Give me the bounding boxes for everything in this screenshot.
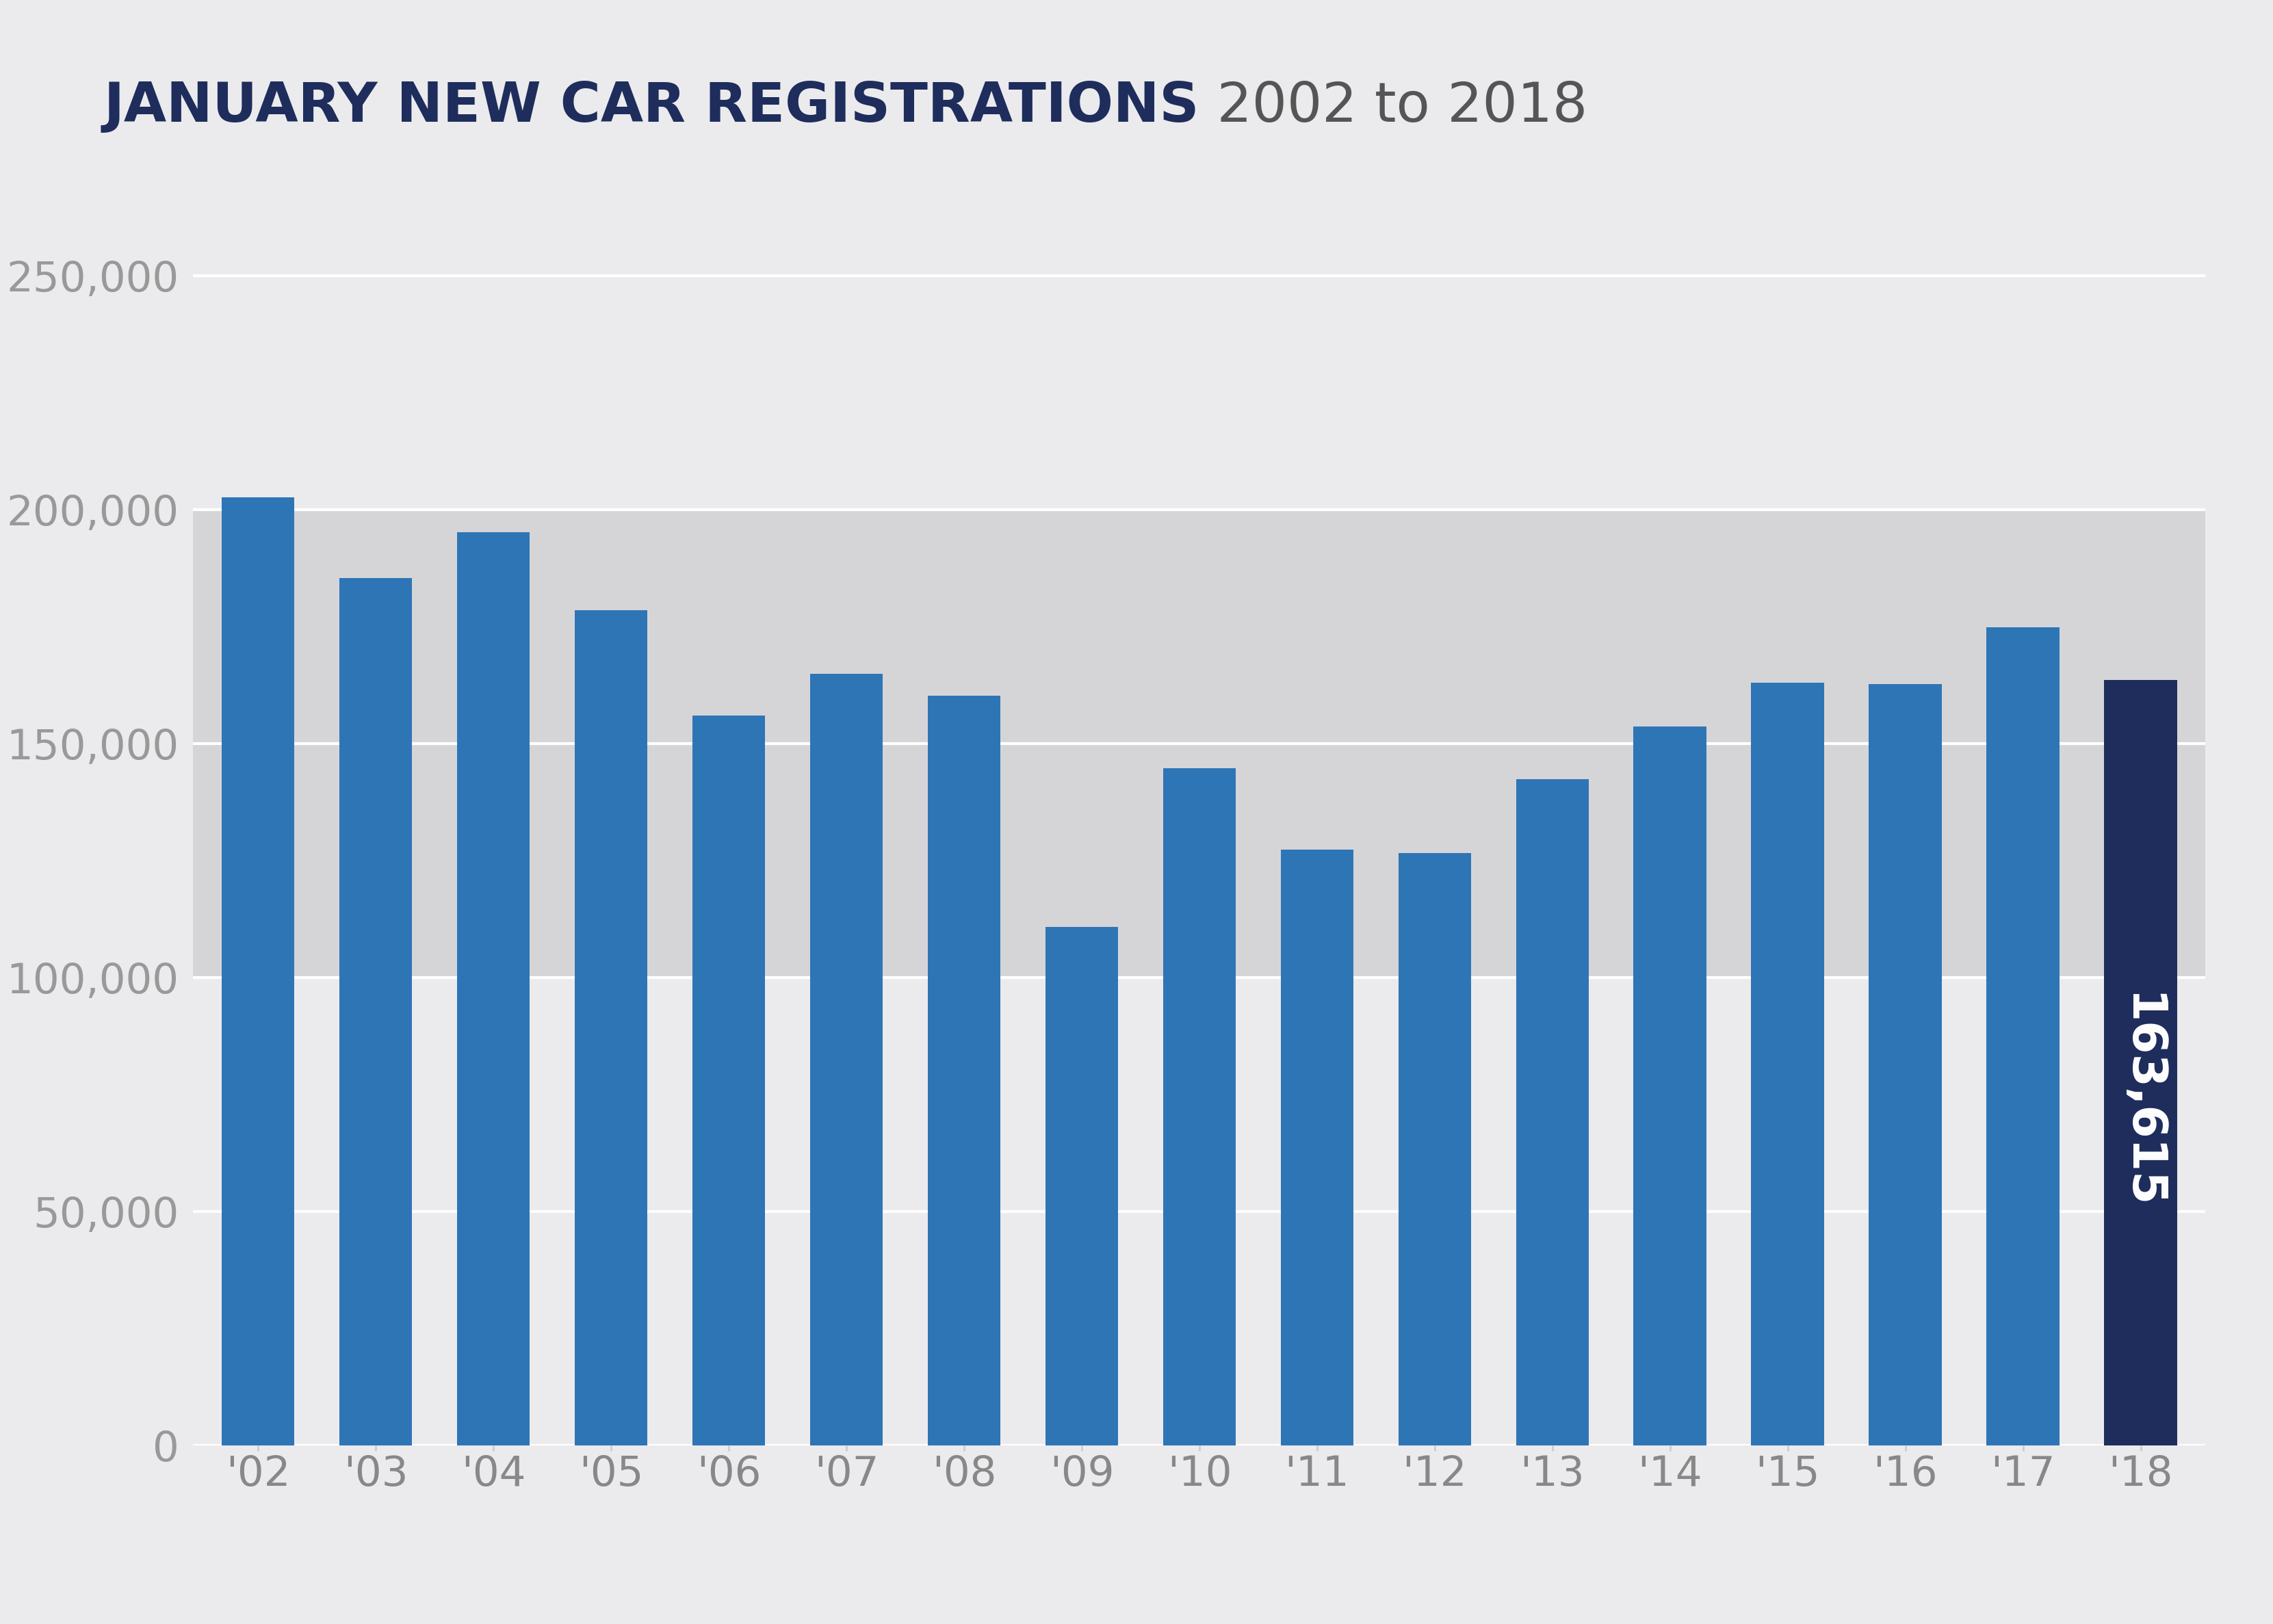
Bar	[1632, 726, 1707, 1445]
Bar	[1398, 853, 1471, 1445]
Bar	[575, 611, 648, 1445]
Text: JANUARY NEW CAR REGISTRATIONS: JANUARY NEW CAR REGISTRATIONS	[105, 80, 1200, 133]
Bar	[1868, 684, 1941, 1445]
Bar	[1046, 927, 1118, 1445]
Bar	[1516, 780, 1589, 1445]
Bar	[339, 578, 411, 1445]
Bar	[193, 510, 2205, 978]
Text: 2002 to 2018: 2002 to 2018	[1200, 80, 1587, 133]
Bar	[1280, 849, 1352, 1445]
Bar	[1987, 627, 2059, 1445]
Bar	[691, 716, 766, 1445]
Bar	[927, 697, 1000, 1445]
Bar	[457, 533, 530, 1445]
Bar	[809, 674, 882, 1445]
Bar	[1750, 682, 1823, 1445]
Bar	[2103, 680, 2178, 1445]
Bar	[220, 497, 295, 1445]
Bar	[1162, 768, 1237, 1445]
Text: 163,615: 163,615	[2116, 992, 2164, 1208]
